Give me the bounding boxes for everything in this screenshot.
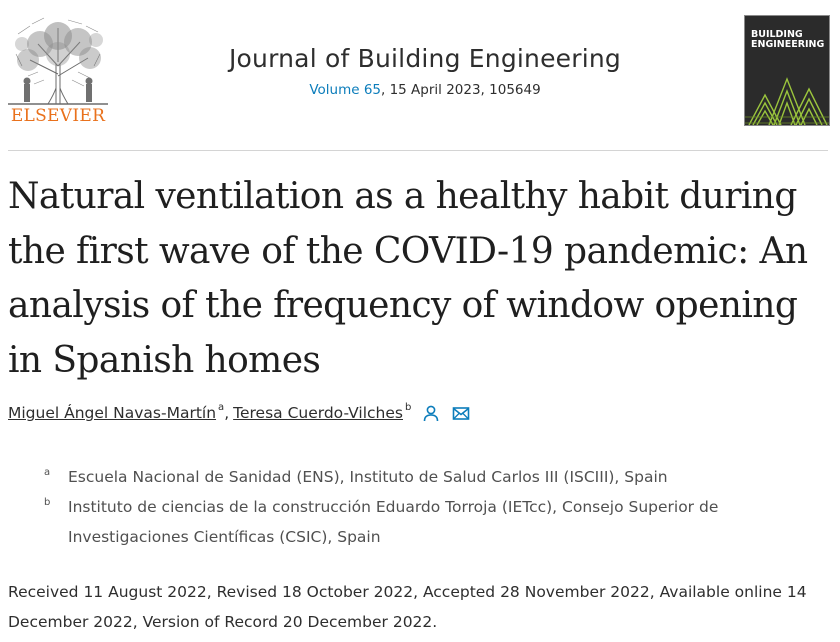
publication-history: Received 11 August 2022, Revised 18 Octo… xyxy=(8,583,807,631)
publisher-wordmark: ELSEVIER xyxy=(10,106,106,126)
affiliation-a: a Escuela Nacional de Sanidad (ENS), Ins… xyxy=(44,462,834,492)
citation-line: Volume 65, 15 April 2023, 105649 xyxy=(200,82,650,98)
affiliation-label: b xyxy=(44,497,51,508)
email-icon[interactable] xyxy=(451,404,471,422)
author-affiliation-marker-1[interactable]: a xyxy=(218,401,225,413)
author-separator: , xyxy=(224,404,230,422)
person-icon[interactable] xyxy=(421,404,441,422)
affiliation-text: Escuela Nacional de Sanidad (ENS), Insti… xyxy=(68,468,668,486)
author-link-1[interactable]: Miguel Ángel Navas-Martín xyxy=(8,404,217,422)
affiliation-list: a Escuela Nacional de Sanidad (ENS), Ins… xyxy=(44,462,834,552)
author-affiliation-marker-2[interactable]: b xyxy=(404,401,412,413)
cover-title-line2: ENGINEERING xyxy=(751,39,825,50)
cover-title: BUILDING ENGINEERING xyxy=(751,30,827,50)
affiliation-label: a xyxy=(44,467,51,478)
issue-info: , 15 April 2023, 105649 xyxy=(381,82,541,98)
journal-cover-thumbnail[interactable]: BUILDING ENGINEERING xyxy=(744,15,830,126)
journal-title[interactable]: Journal of Building Engineering xyxy=(228,44,621,73)
volume-link[interactable]: Volume 65 xyxy=(309,82,381,98)
article-header: ELSEVIER Journal of Building Engineering… xyxy=(0,0,840,150)
affiliation-b: b Instituto de ciencias de la construcci… xyxy=(44,492,834,552)
author-list: Miguel Ángel Navas-Martín a , Teresa Cue… xyxy=(8,401,471,422)
header-divider xyxy=(8,150,828,151)
author-link-2[interactable]: Teresa Cuerdo-Vilches xyxy=(233,404,403,422)
tree-icon xyxy=(8,17,108,105)
cover-building-art xyxy=(745,77,829,125)
cover-title-line1: BUILDING xyxy=(751,29,803,40)
article-title: Natural ventilation as a healthy habit d… xyxy=(8,176,808,381)
elsevier-logo[interactable]: ELSEVIER xyxy=(8,14,108,126)
affiliation-text: Instituto de ciencias de la construcción… xyxy=(68,498,719,546)
journal-info: Journal of Building Engineering Volume 6… xyxy=(200,44,650,98)
